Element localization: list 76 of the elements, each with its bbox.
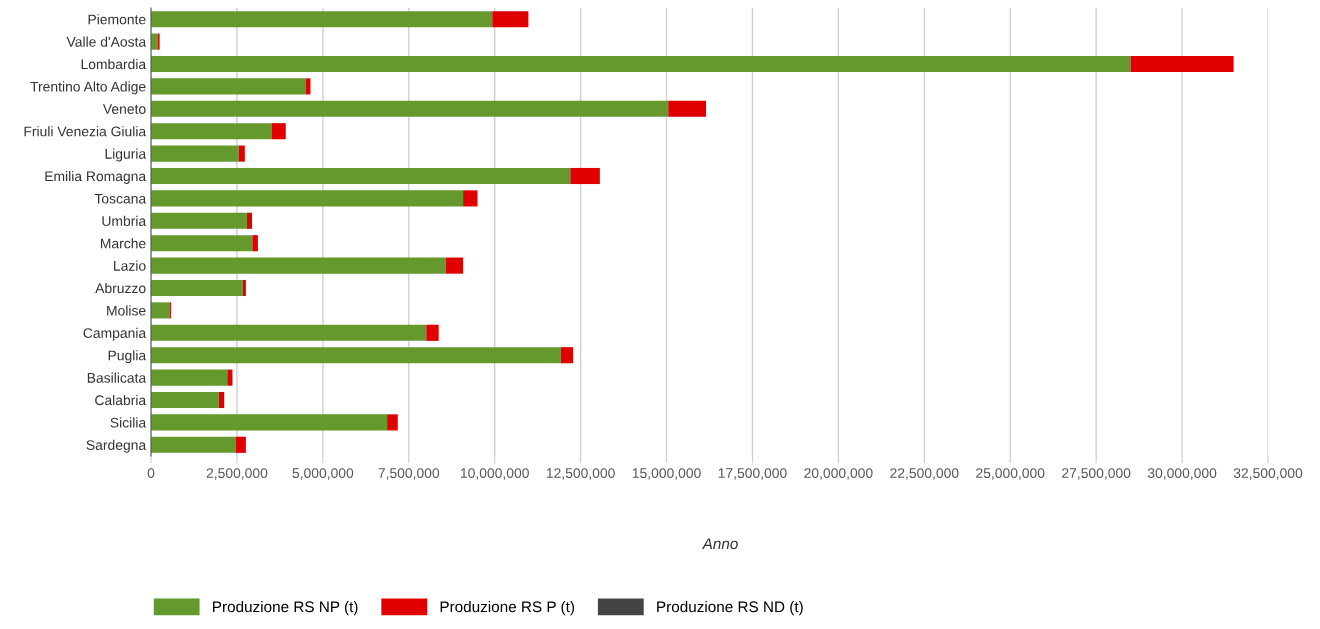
y-tick-label: Puglia xyxy=(108,350,147,364)
bar xyxy=(668,100,707,117)
y-tick-label: Valle d'Aosta xyxy=(66,36,147,47)
bar xyxy=(157,33,160,50)
y-tick-label: Calabria xyxy=(95,394,147,406)
legend-label: Produzione RS P (t) xyxy=(440,600,575,616)
y-tick-label: Veneto xyxy=(102,104,146,114)
bar xyxy=(492,11,529,28)
bar xyxy=(151,11,493,28)
x-tick-label: 32,500,000 xyxy=(1233,468,1303,480)
bar xyxy=(151,167,571,185)
y-tick-label: Campania xyxy=(83,327,147,341)
y-tick-label: Piemonte xyxy=(88,14,146,25)
y-tick-label: Molise xyxy=(107,305,146,316)
y-tick-label: Sicilia xyxy=(110,417,147,428)
bar xyxy=(426,324,439,341)
y-tick-label: Marche xyxy=(100,238,146,249)
bar xyxy=(151,369,228,386)
bar xyxy=(560,347,574,364)
bar xyxy=(151,436,236,453)
bar xyxy=(151,55,1131,73)
x-axis-title: Anno xyxy=(701,538,738,550)
bar xyxy=(570,167,600,185)
x-tick-label: 12,500,000 xyxy=(546,468,615,480)
bar xyxy=(151,235,253,252)
y-tick-label: Basilicata xyxy=(87,372,147,383)
bar xyxy=(151,212,247,229)
x-tick-label: 15,000,000 xyxy=(632,468,701,480)
y-tick-label: Emilia Romagna xyxy=(45,170,147,184)
x-tick-label: 27,500,000 xyxy=(1062,468,1131,480)
bar xyxy=(246,212,253,229)
bar xyxy=(151,257,446,274)
y-tick-label: Lombardia xyxy=(81,58,147,70)
x-tick-label: 17,500,000 xyxy=(718,468,787,480)
x-tick-label: 5,000,000 xyxy=(292,468,354,480)
bar xyxy=(238,145,245,162)
bar xyxy=(235,436,246,453)
y-tick-label: Umbria xyxy=(102,215,147,226)
x-tick-label: 22,500,000 xyxy=(890,468,959,480)
bar xyxy=(151,100,669,117)
bar xyxy=(218,391,225,409)
y-tick-label: Friuli Venezia Giulia xyxy=(24,126,147,137)
bar xyxy=(445,257,464,274)
bar xyxy=(151,279,243,297)
y-tick-label: Lazio xyxy=(114,260,146,271)
bar xyxy=(151,324,427,341)
y-tick-label: Trentino Alto Adige xyxy=(30,81,146,95)
x-tick-label: 25,000,000 xyxy=(976,468,1045,480)
x-tick-label: 10,000,000 xyxy=(461,468,529,480)
bar xyxy=(151,302,170,319)
y-tick-label: Abruzzo xyxy=(95,282,146,294)
bar xyxy=(242,279,246,297)
bar xyxy=(271,123,286,140)
bar xyxy=(151,190,464,207)
bar xyxy=(463,190,478,207)
legend-label: Produzione RS ND (t) xyxy=(657,600,803,616)
bar xyxy=(1130,55,1234,73)
y-tick-label: Toscana xyxy=(94,193,147,204)
bar xyxy=(227,369,233,386)
x-tick-label: 0 xyxy=(147,468,155,479)
y-tick-label: Liguria xyxy=(105,148,147,162)
x-tick-label: 7,500,000 xyxy=(378,468,440,480)
bar xyxy=(252,235,258,252)
bar xyxy=(387,414,398,431)
legend-label: Produzione RS NP (t) xyxy=(213,600,358,616)
y-tick-label: Sardegna xyxy=(86,439,147,453)
bar xyxy=(151,347,561,364)
bar xyxy=(151,414,388,431)
x-tick-label: 20,000,000 xyxy=(804,468,873,480)
bar xyxy=(151,391,219,409)
bar xyxy=(151,33,158,50)
bar xyxy=(151,123,272,140)
bar xyxy=(151,78,307,95)
x-tick-label: 2,500,000 xyxy=(206,468,268,480)
bar xyxy=(151,145,239,162)
x-tick-label: 30,000,000 xyxy=(1147,468,1217,480)
